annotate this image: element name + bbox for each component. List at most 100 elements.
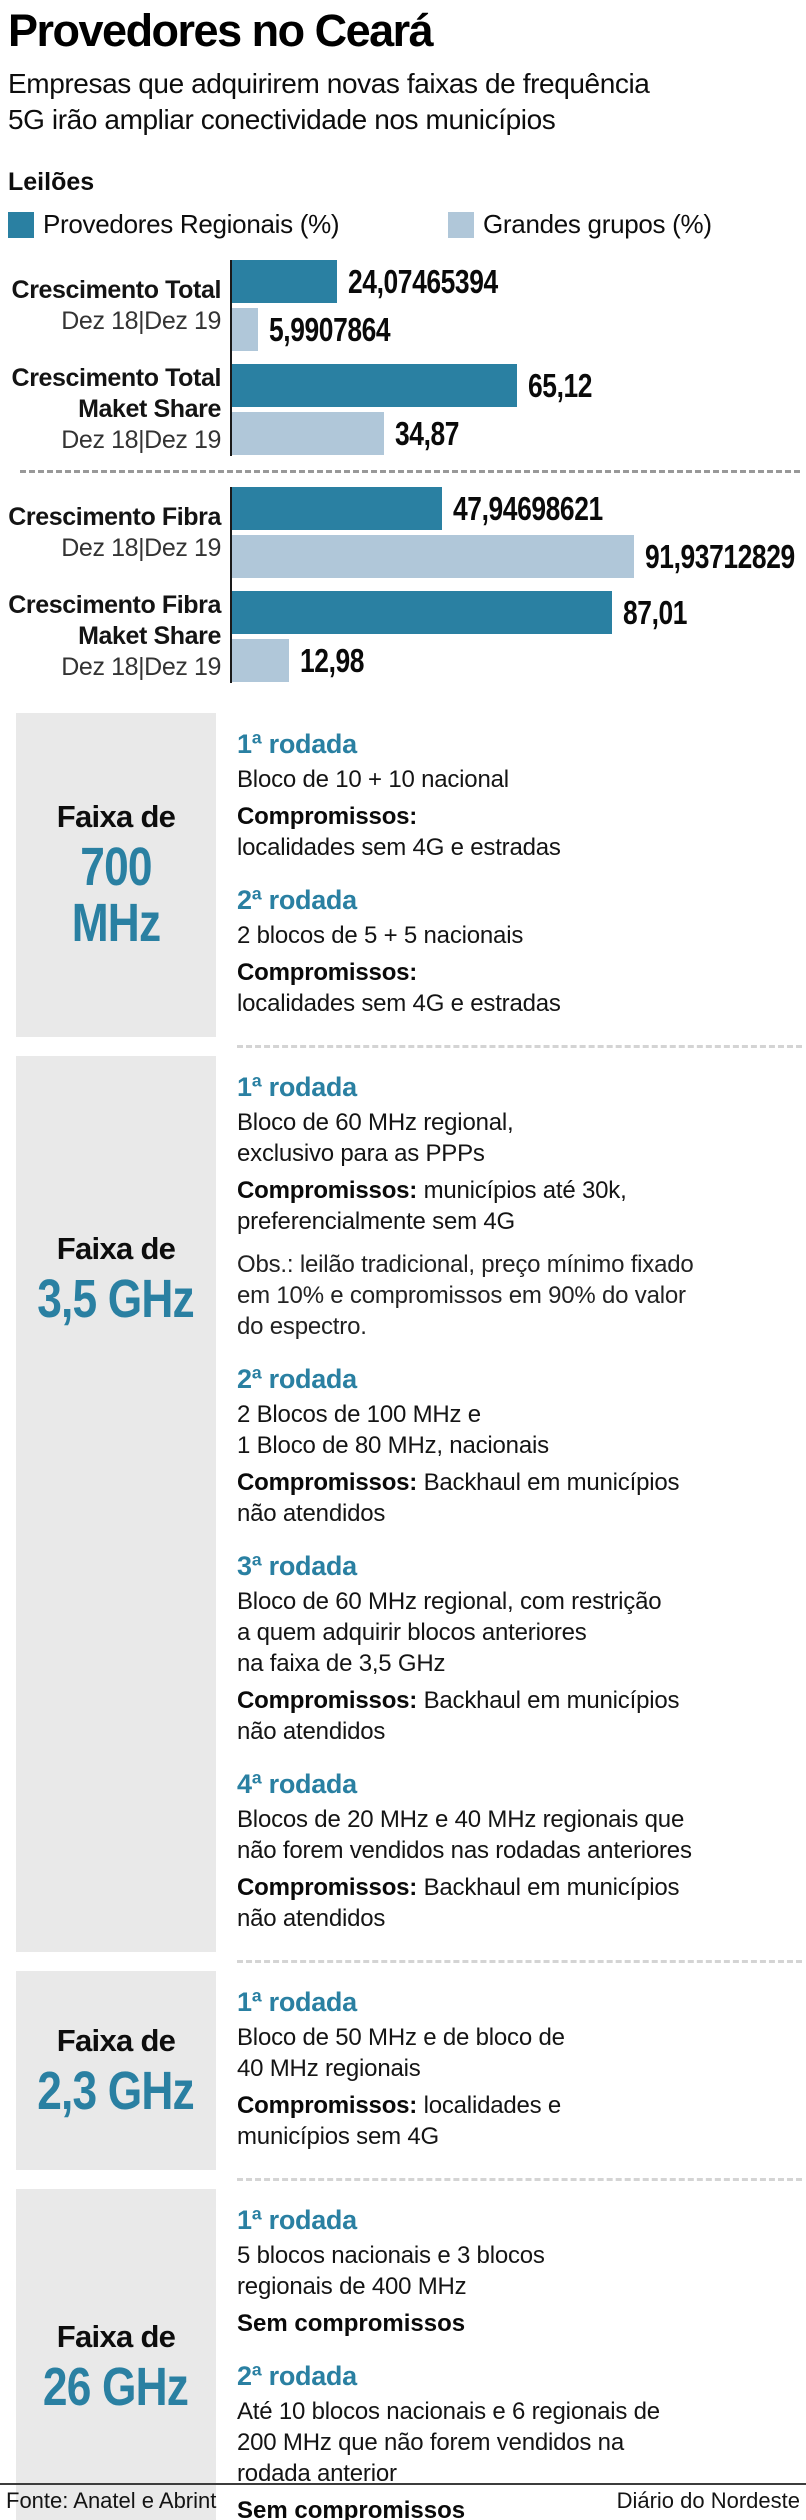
round-desc: 2 blocos de 5 + 5 nacionais: [237, 922, 524, 949]
category-bars: 87,01 12,98: [230, 591, 806, 682]
bar-value: 12,98: [299, 641, 364, 679]
commitments-label: Compromissos:: [237, 1687, 418, 1714]
legend-swatch-regional: [8, 211, 34, 238]
round-desc: Bloco de 60 MHz regional, exclusivo para…: [237, 1109, 514, 1167]
section-separator: [237, 2178, 802, 2181]
round-commitments: Compromissos: Backhaul em municípios não…: [237, 1685, 806, 1747]
page-title: Provedores no Ceará: [8, 5, 434, 56]
bar-value: 87,01: [623, 593, 688, 631]
chart-group: Crescimento Fibra Dez 18|Dez 19 47,94698…: [0, 487, 806, 578]
category-bars: 24,07465394 5,9907864: [230, 260, 806, 351]
round: 2ª rodada 2 blocos de 5 + 5 nacionais Co…: [237, 885, 806, 1019]
chart-title: Leilões: [8, 168, 95, 196]
faixa-section: Faixa de 2,3 GHz 1ª rodada Bloco de 50 M…: [16, 1971, 806, 2170]
bar-regional: [232, 364, 517, 407]
round-commitments: Compromissos: Backhaul em municípios não…: [237, 1872, 806, 1934]
footer-source: Fonte: Anatel e Abrint: [6, 2488, 217, 2513]
bar-regional: [232, 591, 613, 634]
faixa-content: 1ª rodada Bloco de 50 MHz e de bloco de …: [237, 1971, 806, 2170]
round-title: 1ª rodada: [237, 729, 357, 759]
bar-row: 91,93712829: [232, 535, 806, 578]
bar-grandes: [232, 639, 289, 682]
category-name: Crescimento Total Maket Share: [11, 364, 222, 423]
faixa-band: 2,3 GHz: [37, 2060, 196, 2121]
sections: Faixa de 700 MHz 1ª rodada Bloco de 10 +…: [0, 713, 806, 2520]
faixa-section: Faixa de 3,5 GHz 1ª rodada Bloco de 60 M…: [16, 1056, 806, 1952]
chart-group: Crescimento Total Dez 18|Dez 19 24,07465…: [0, 260, 806, 351]
round-title: 2ª rodada: [237, 885, 357, 915]
legend-item-regional: Provedores Regionais (%): [8, 209, 448, 240]
round: 1ª rodada 5 blocos nacionais e 3 blocos …: [237, 2205, 806, 2339]
round-commitments: Compromissos: localidades e municípios s…: [237, 2090, 806, 2152]
faixa-band: 700 MHz: [71, 837, 161, 953]
commitments-text: localidades e municípios sem 4G: [237, 2092, 562, 2150]
round-commitments: Compromissos: municípios até 30k, prefer…: [237, 1175, 806, 1237]
faixa-content: 1ª rodada Bloco de 10 + 10 nacional Comp…: [237, 713, 806, 1037]
round-title: 2ª rodada: [237, 2361, 357, 2391]
faixa-box: Faixa de 26 GHz: [16, 2189, 216, 2520]
round-no-commitments: Sem compromissos: [237, 2310, 466, 2337]
round: 4ª rodada Blocos de 20 MHz e 40 MHz regi…: [237, 1769, 806, 1934]
faixa-content: 1ª rodada Bloco de 60 MHz regional, excl…: [237, 1056, 806, 1952]
chart-section: Leilões Provedores Regionais (%) Grandes…: [0, 168, 806, 683]
legend-swatch-grandes: [448, 211, 474, 238]
round-desc: Blocos de 20 MHz e 40 MHz regionais que …: [237, 1806, 692, 1864]
bar-grandes: [232, 308, 259, 351]
round: 2ª rodada 2 Blocos de 100 MHz e 1 Bloco …: [237, 1364, 806, 1529]
category-bars: 65,12 34,87: [230, 364, 806, 455]
commitments-label: Compromissos:: [237, 959, 418, 986]
round: 1ª rodada Bloco de 10 + 10 nacional Comp…: [237, 729, 806, 863]
round-desc: 5 blocos nacionais e 3 blocos regionais …: [237, 2242, 545, 2300]
round: 1ª rodada Bloco de 60 MHz regional, excl…: [237, 1072, 806, 1342]
round-title: 1ª rodada: [237, 2205, 357, 2235]
bar-value: 47,94698621: [452, 489, 603, 527]
category-label: Crescimento Total Maket Share Dez 18|Dez…: [0, 363, 230, 456]
footer: Fonte: Anatel e Abrint Diário do Nordest…: [0, 2483, 806, 2520]
round-no-commitments: Sem compromissos: [237, 2497, 466, 2520]
round-title: 4ª rodada: [237, 1769, 357, 1799]
round-desc: Até 10 blocos nacionais e 6 regionais de…: [237, 2398, 660, 2487]
round-commitments: Compromissos: localidades sem 4G e estra…: [237, 957, 806, 1019]
bar-grandes: [232, 535, 634, 578]
round-title: 1ª rodada: [237, 1072, 357, 1102]
round-commitments: Compromissos: localidades sem 4G e estra…: [237, 801, 806, 863]
round-desc: Bloco de 10 + 10 nacional: [237, 766, 509, 793]
category-label: Crescimento Total Dez 18|Dez 19: [0, 275, 230, 337]
round: 1ª rodada Bloco de 50 MHz e de bloco de …: [237, 1987, 806, 2152]
category-bars: 47,94698621 91,93712829: [230, 487, 806, 578]
round: 2ª rodada Até 10 blocos nacionais e 6 re…: [237, 2361, 806, 2520]
bar-row: 24,07465394: [232, 260, 806, 303]
category-label: Crescimento Fibra Dez 18|Dez 19: [0, 502, 230, 564]
bar-value: 91,93712829: [644, 537, 795, 575]
commitments-label: Compromissos:: [237, 1469, 418, 1496]
bar-regional: [232, 487, 442, 530]
commitments-text: municípios até 30k, preferencialmente se…: [237, 1177, 627, 1235]
bar-row: 65,12: [232, 364, 806, 407]
legend-item-grandes: Grandes grupos (%): [448, 209, 712, 240]
commitments-label: Compromissos:: [237, 1874, 418, 1901]
commitments-text: Backhaul em municípios não atendidos: [237, 1469, 680, 1527]
category-dates: Dez 18|Dez 19: [61, 426, 221, 454]
round-title: 3ª rodada: [237, 1551, 357, 1581]
bar-row: 87,01: [232, 591, 806, 634]
page-subtitle: Empresas que adquirirem novas faixas de …: [8, 68, 650, 135]
round-desc: Bloco de 60 MHz regional, com restrição …: [237, 1588, 662, 1677]
chart-legend: Provedores Regionais (%) Grandes grupos …: [8, 209, 806, 240]
bar-row: 47,94698621: [232, 487, 806, 530]
category-label: Crescimento Fibra Maket Share Dez 18|Dez…: [0, 590, 230, 683]
legend-label: Provedores Regionais (%): [43, 209, 340, 239]
faixa-prefix: Faixa de: [56, 2022, 176, 2058]
chart-group-separator: [20, 470, 800, 473]
bar-row: 12,98: [232, 639, 806, 682]
section-separator: [237, 1045, 802, 1048]
category-name: Crescimento Fibra: [8, 502, 221, 531]
bar-grandes: [232, 412, 385, 455]
faixa-prefix: Faixa de: [56, 1231, 176, 1266]
bar-value: 5,9907864: [269, 310, 391, 348]
bar-value: 65,12: [527, 366, 592, 404]
chart-half: Crescimento Fibra Dez 18|Dez 19 47,94698…: [0, 487, 806, 683]
commitments-label: Compromissos:: [237, 803, 418, 830]
bar-chart: Crescimento Total Dez 18|Dez 19 24,07465…: [0, 260, 806, 683]
axis-line: [230, 487, 232, 683]
chart-half: Crescimento Total Dez 18|Dez 19 24,07465…: [0, 260, 806, 456]
